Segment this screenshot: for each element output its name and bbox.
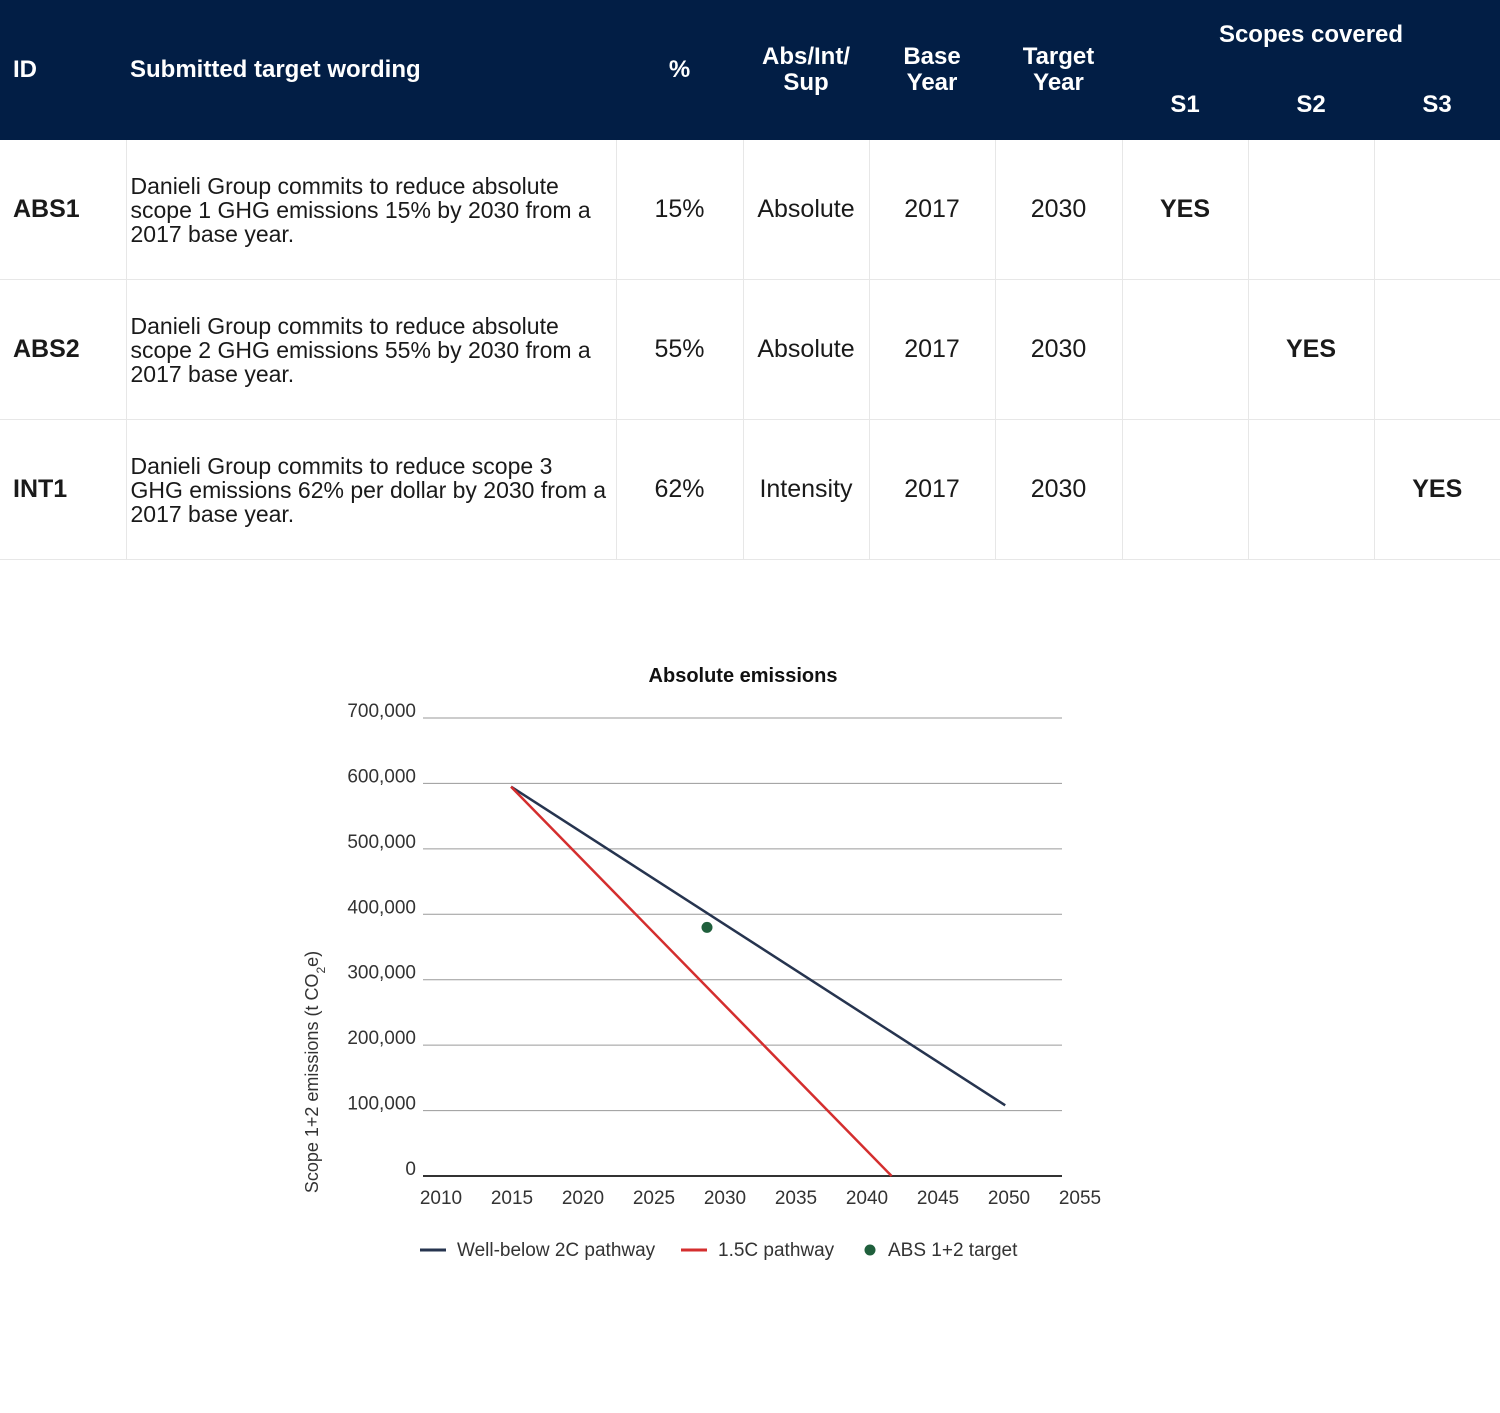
row-s1 bbox=[1122, 279, 1249, 420]
header-target-year: Target Year bbox=[995, 0, 1122, 140]
header-base-year: Base Year bbox=[869, 0, 995, 140]
series-line-1 bbox=[510, 785, 893, 1177]
legend-label-abs-target: ABS 1+2 target bbox=[888, 1240, 1018, 1261]
header-type: Abs/Int/ Sup bbox=[743, 0, 869, 140]
row-percent: 15% bbox=[616, 140, 744, 280]
emissions-chart: Absolute emissions 700,000 600,000 500,000… bbox=[0, 600, 1500, 1300]
row-base-year: 2017 bbox=[869, 279, 996, 420]
row-wording: Danieli Group commits to reduce absolute… bbox=[126, 279, 617, 420]
row-percent: 62% bbox=[616, 419, 744, 560]
row-target-year: 2030 bbox=[995, 140, 1123, 280]
row-id: INT1 bbox=[0, 419, 127, 560]
row-s2: YES bbox=[1248, 279, 1375, 420]
row-percent: 55% bbox=[616, 279, 744, 420]
y-axis-label-tail: e) bbox=[302, 951, 322, 967]
x-tick-label: 2045 bbox=[917, 1188, 959, 1209]
header-s2: S2 bbox=[1248, 70, 1374, 140]
y-tick-label: 0 bbox=[405, 1159, 416, 1180]
row-type: Absolute bbox=[743, 140, 870, 280]
chart-title: Absolute emissions bbox=[649, 665, 838, 687]
row-base-year: 2017 bbox=[869, 140, 996, 280]
row-type: Intensity bbox=[743, 419, 870, 560]
y-tick-labels: 700,000 600,000 500,000 400,000 300,000 200,0… bbox=[347, 701, 416, 1180]
row-s3 bbox=[1374, 140, 1500, 280]
x-tick-label: 2025 bbox=[633, 1188, 675, 1209]
row-type: Absolute bbox=[743, 279, 870, 420]
x-tick-label: 2050 bbox=[988, 1188, 1030, 1209]
y-tick-label: 200,000 bbox=[347, 1028, 416, 1049]
x-tick-label: 2020 bbox=[562, 1188, 604, 1209]
row-s2 bbox=[1248, 419, 1375, 560]
row-target-year: 2030 bbox=[995, 279, 1123, 420]
header-scopes-covered: Scopes covered bbox=[1122, 0, 1500, 70]
chart-grid bbox=[423, 717, 1062, 1177]
row-base-year: 2017 bbox=[869, 419, 996, 560]
row-wording: Danieli Group commits to reduce scope 3 … bbox=[126, 419, 617, 560]
x-tick-label: 2015 bbox=[491, 1188, 533, 1209]
y-tick-label: 600,000 bbox=[347, 766, 416, 787]
chart-legend: Well-below 2C pathway 1.5C pathway ABS 1… bbox=[420, 1240, 1018, 1261]
legend-label-1-5c: 1.5C pathway bbox=[718, 1240, 835, 1261]
y-tick-label: 400,000 bbox=[347, 897, 416, 918]
y-axis-label: Scope 1+2 emissions (t CO2e) bbox=[302, 951, 328, 1193]
header-target-year-label: Target Year bbox=[1022, 43, 1095, 96]
table-row: ABS1 Danieli Group commits to reduce abs… bbox=[0, 140, 1500, 280]
x-tick-label: 2040 bbox=[846, 1188, 888, 1209]
row-id: ABS2 bbox=[0, 279, 127, 420]
row-id: ABS1 bbox=[0, 140, 127, 280]
series-point bbox=[701, 921, 713, 933]
row-s1 bbox=[1122, 419, 1249, 560]
y-tick-label: 500,000 bbox=[347, 832, 416, 853]
targets-table: ID Submitted target wording % Abs/Int/ S… bbox=[0, 0, 1500, 560]
header-wording: Submitted target wording bbox=[126, 0, 616, 140]
y-tick-label: 700,000 bbox=[347, 701, 416, 722]
header-s1: S1 bbox=[1122, 70, 1248, 140]
row-s3 bbox=[1374, 279, 1500, 420]
y-axis-label-sub: 2 bbox=[314, 967, 328, 974]
y-tick-label: 300,000 bbox=[347, 963, 416, 984]
x-tick-label: 2035 bbox=[775, 1188, 817, 1209]
y-tick-label: 100,000 bbox=[347, 1094, 416, 1115]
series-line-0 bbox=[510, 785, 1006, 1107]
header-type-label: Abs/Int/ Sup bbox=[762, 43, 850, 96]
table-row: INT1 Danieli Group commits to reduce sco… bbox=[0, 419, 1500, 560]
y-axis-label-main: Scope 1+2 emissions (t CO bbox=[302, 974, 322, 1194]
header-base-year-label: Base Year bbox=[903, 43, 961, 96]
x-tick-label: 2055 bbox=[1059, 1188, 1101, 1209]
chart-series bbox=[510, 785, 1006, 1177]
table-row: ABS2 Danieli Group commits to reduce abs… bbox=[0, 279, 1500, 420]
header-id: ID bbox=[0, 0, 126, 140]
legend-label-well-below-2c: Well-below 2C pathway bbox=[457, 1240, 656, 1261]
row-target-year: 2030 bbox=[995, 419, 1123, 560]
row-wording: Danieli Group commits to reduce absolute… bbox=[126, 140, 617, 280]
header-s3: S3 bbox=[1374, 70, 1500, 140]
row-s1: YES bbox=[1122, 140, 1249, 280]
chart-svg: Absolute emissions 700,000 600,000 500,000… bbox=[302, 665, 1101, 1261]
row-s2 bbox=[1248, 140, 1375, 280]
row-s3: YES bbox=[1374, 419, 1500, 560]
x-tick-label: 2030 bbox=[704, 1188, 746, 1209]
legend-swatch-abs-target bbox=[864, 1244, 876, 1256]
x-tick-label: 2010 bbox=[420, 1188, 462, 1209]
header-percent: % bbox=[616, 0, 743, 140]
x-tick-labels: 2010 2015 2020 2025 2030 2035 2040 2045 2050 2055 bbox=[420, 1188, 1101, 1209]
